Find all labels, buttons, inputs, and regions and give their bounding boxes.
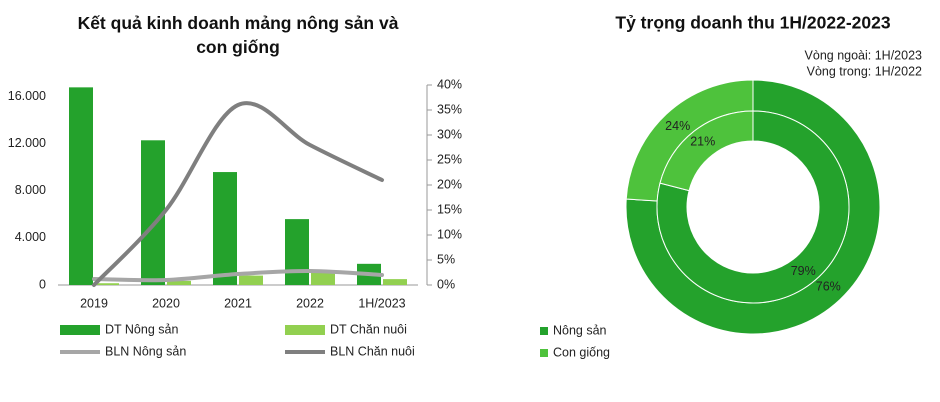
y2-tick-label: 0%	[437, 277, 455, 291]
y2-tick-label: 10%	[437, 227, 462, 241]
value-label: 79%	[791, 264, 816, 278]
bar	[239, 275, 263, 285]
x-tick-label: 2022	[296, 296, 324, 310]
value-label: 21%	[690, 135, 715, 149]
bar	[285, 219, 309, 285]
legend-label: Nông sản	[553, 323, 607, 337]
donut-segment	[656, 110, 850, 304]
subtitle: Vòng ngoài: 1H/2023	[805, 48, 923, 62]
x-tick-label: 2021	[224, 296, 252, 310]
line	[92, 268, 384, 283]
chart-title: Tỷ trọng doanh thu 1H/2022-2023	[615, 13, 890, 33]
chart-title: Kết quả kinh doanh mảng nông sản và con g…	[78, 13, 399, 57]
y2-tick-label: 30%	[437, 127, 462, 141]
legend-swatch	[540, 327, 548, 335]
line	[92, 101, 384, 287]
y-tick-label: 12.000	[8, 136, 46, 150]
value-label: 24%	[665, 119, 690, 133]
bar	[383, 279, 407, 285]
bar	[95, 283, 119, 285]
y-tick-label: 16.000	[8, 89, 46, 103]
y2-tick-label: 25%	[437, 152, 462, 166]
legend-label: BLN Chăn nuôi	[330, 344, 415, 358]
x-tick-label: 2020	[152, 296, 180, 310]
y2-tick-label: 40%	[437, 77, 462, 91]
donut-segment	[659, 110, 754, 192]
y-tick-label: 8.000	[15, 183, 46, 197]
y2-tick-label: 5%	[437, 252, 455, 266]
y-tick-label: 0	[39, 277, 46, 291]
legend-label: Con giống	[553, 345, 610, 359]
x-tick-label: 1H/2023	[358, 296, 405, 310]
legend-label: BLN Nông sản	[105, 344, 186, 358]
legend-swatch	[540, 349, 548, 357]
y-tick-label: 4.000	[15, 230, 46, 244]
bar	[167, 280, 191, 285]
bar	[311, 270, 335, 285]
bar	[141, 140, 165, 285]
bar	[213, 172, 237, 285]
subtitle: Vòng trong: 1H/2022	[807, 64, 922, 78]
bar	[69, 87, 93, 286]
value-label: 76%	[816, 279, 841, 293]
legend-swatch	[285, 325, 325, 335]
legend-label: DT Chăn nuôi	[330, 322, 407, 336]
legend-swatch	[60, 325, 100, 335]
y2-tick-label: 35%	[437, 102, 462, 116]
x-tick-label: 2019	[80, 296, 108, 310]
y2-tick-label: 15%	[437, 202, 462, 216]
y2-tick-label: 20%	[437, 177, 462, 191]
legend-label: DT Nông sản	[105, 322, 178, 336]
